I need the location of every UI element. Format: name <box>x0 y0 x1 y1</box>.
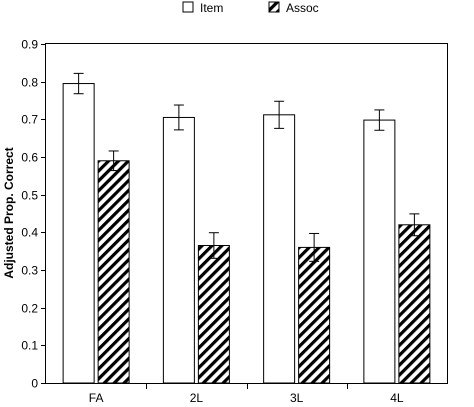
y-tick-label: 0.4 <box>21 226 38 240</box>
y-axis: 0 0.1 0.2 0.3 0.4 0.5 0.6 0.7 0.8 0.9 <box>21 38 46 391</box>
x-tick-label: 2L <box>190 391 204 405</box>
bars-group <box>62 83 431 384</box>
y-axis-title: Adjusted Prop. Correct <box>2 147 16 278</box>
y-tick-label: 0.3 <box>21 264 38 278</box>
bar-item-fa <box>62 83 95 384</box>
legend-swatch-assoc <box>268 1 280 13</box>
y-tick-label: 0.9 <box>21 38 38 52</box>
error-bars-group <box>73 72 420 262</box>
bar-assoc-fa <box>97 160 130 384</box>
legend-label-assoc: Assoc <box>286 1 319 15</box>
x-tick-label: 3L <box>290 391 304 405</box>
legend-label-item: Item <box>200 1 223 15</box>
bar-item-3l <box>263 114 296 384</box>
y-tick-label: 0.5 <box>21 189 38 203</box>
bar-assoc-4l <box>398 224 431 384</box>
x-tick-label: 4L <box>390 391 404 405</box>
bar-assoc-3l <box>298 246 331 384</box>
x-tick-label: FA <box>89 391 104 405</box>
x-axis: FA 2L 3L 4L <box>89 383 404 405</box>
bar-item-4l <box>363 119 396 384</box>
bar-item-2l <box>162 116 195 384</box>
y-tick-label: 0.6 <box>21 151 38 165</box>
legend: Item Assoc <box>182 1 319 15</box>
legend-swatch-item <box>182 1 194 13</box>
y-tick-label: 0.8 <box>21 76 38 90</box>
y-tick-label: 0.2 <box>21 302 38 316</box>
y-tick-label: 0 <box>31 377 38 391</box>
bar-assoc-2l <box>197 245 230 384</box>
plot-frame <box>45 43 448 384</box>
y-tick-label: 0.1 <box>21 339 38 353</box>
y-tick-label: 0.7 <box>21 113 38 127</box>
